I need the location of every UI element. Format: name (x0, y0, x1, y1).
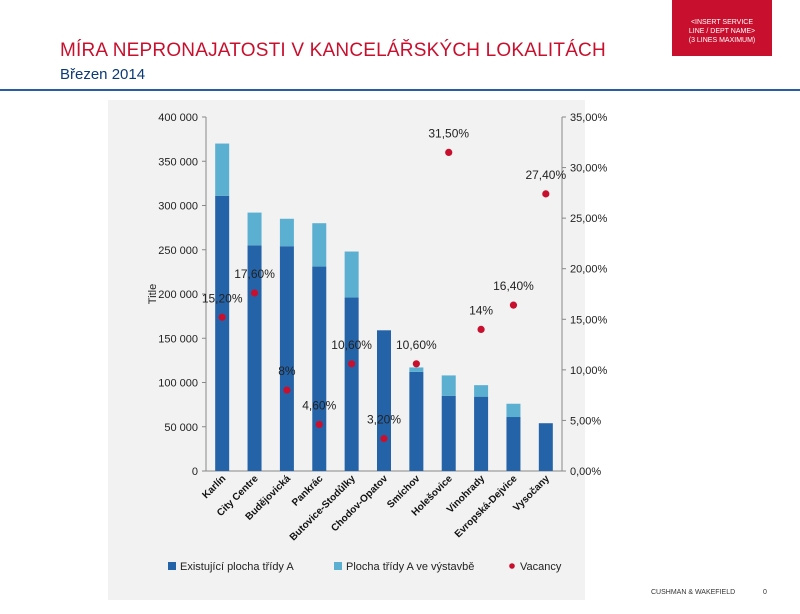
chart-legend: Existující plocha třídy A Plocha třídy A … (168, 561, 562, 573)
y-right-tick-label: 35,00% (570, 112, 608, 124)
y-right-tick-label: 20,00% (570, 264, 608, 276)
vacancy-data-label: 8% (278, 364, 296, 378)
y-right-tick-label: 0,00% (570, 466, 601, 478)
y-axis-title: Title (147, 284, 159, 304)
y-left-tick-label: 200 000 (158, 289, 198, 301)
bar-construction (279, 218, 294, 247)
y-left-tick-label: 0 (192, 466, 198, 478)
slide-title: MÍRA NEPRONAJATOSTI V KANCELÁŘSKÝCH LOKA… (60, 40, 606, 61)
bar-existing (279, 246, 294, 471)
bar-existing (409, 371, 424, 471)
bar-existing (344, 297, 359, 471)
bar-existing (312, 266, 327, 471)
y-right-tick-label: 25,00% (570, 213, 608, 225)
y-left-tick-label: 400 000 (158, 112, 198, 124)
vacancy-data-label: 14% (469, 303, 493, 317)
bar-construction (409, 367, 424, 372)
vacancy-point (218, 313, 226, 321)
footer-brand: CUSHMAN & WAKEFIELD (651, 589, 736, 596)
vacancy-data-label: 15,20% (202, 291, 243, 305)
y-left-tick-label: 300 000 (158, 201, 198, 213)
y-left-tick-label: 350 000 (158, 156, 198, 168)
chart-points (218, 148, 550, 443)
bar-construction (312, 223, 327, 267)
vacancy-point (283, 386, 291, 394)
y-right-tick-label: 5,00% (570, 415, 601, 427)
service-line-3: (3 LINES MAXIMUM) (688, 37, 756, 44)
y-left-tick-label: 100 000 (158, 378, 198, 390)
category-label: Evropská-Dejvice (453, 473, 520, 540)
vacancy-data-label: 31,50% (428, 126, 469, 140)
y-left-tick-label: 50 000 (164, 422, 198, 434)
bar-construction (344, 251, 359, 298)
bar-construction (506, 403, 521, 418)
legend-label: Vacancy (520, 561, 562, 573)
vacancy-point (445, 148, 453, 156)
legend-label: Plocha třídy A ve výstavbě (346, 561, 474, 573)
bar-construction (441, 375, 456, 396)
vacancy-point (380, 435, 388, 443)
bar-construction (215, 143, 230, 196)
bar-existing (377, 330, 391, 471)
bar-existing (247, 245, 262, 471)
bar-construction (474, 385, 489, 397)
bar-existing (538, 423, 553, 471)
service-line-1: <INSERT SERVICE (690, 19, 754, 26)
service-line-box: <INSERT SERVICE LINE / DEPT NAME> (3 LIN… (672, 0, 772, 56)
bar-existing (506, 417, 521, 471)
service-line-2: LINE / DEPT NAME> (688, 28, 756, 35)
bar-existing (474, 396, 489, 471)
page-number: 0 (763, 589, 767, 596)
y-right-tick-label: 15,00% (570, 314, 608, 326)
vacancy-data-label: 3,20% (367, 413, 401, 427)
category-label: Karlín (200, 473, 228, 501)
header-rule (0, 89, 800, 91)
slide-subtitle: Březen 2014 (60, 66, 146, 83)
category-label: Chodov-Opatov (329, 473, 390, 534)
y-right-tick-label: 30,00% (570, 163, 608, 175)
chart-bars (215, 143, 553, 471)
vacancy-data-label: 27,40% (525, 168, 566, 182)
vacancy-point (348, 360, 356, 368)
vacancy-data-label: 10,60% (331, 338, 372, 352)
vacancy-point (477, 325, 485, 333)
y-left-tick-label: 150 000 (158, 333, 198, 345)
bar-existing (215, 195, 230, 471)
vacancy-point (315, 420, 323, 429)
vacancy-data-label: 16,40% (493, 279, 534, 293)
vacancy-data-label: 10,60% (396, 338, 437, 352)
vacancy-point (250, 289, 259, 297)
legend-swatch (509, 563, 515, 569)
y-left-tick-label: 250 000 (158, 245, 198, 257)
bar-existing (441, 395, 456, 471)
legend-label: Existující plocha třídy A (180, 561, 294, 573)
vacancy-data-label: 17,60% (234, 267, 275, 281)
legend-swatch (334, 562, 342, 570)
bar-construction (247, 212, 262, 246)
vacancy-data-label: 4,60% (302, 398, 336, 412)
y-right-tick-label: 10,00% (570, 365, 608, 377)
chart-axes: 0 50 000 100 000 150 000 200 000 250 000 300 0… (147, 112, 608, 478)
vacancy-point (542, 190, 550, 198)
vacancy-point (412, 360, 420, 368)
legend-swatch (168, 562, 176, 570)
vacancy-point (509, 301, 518, 309)
